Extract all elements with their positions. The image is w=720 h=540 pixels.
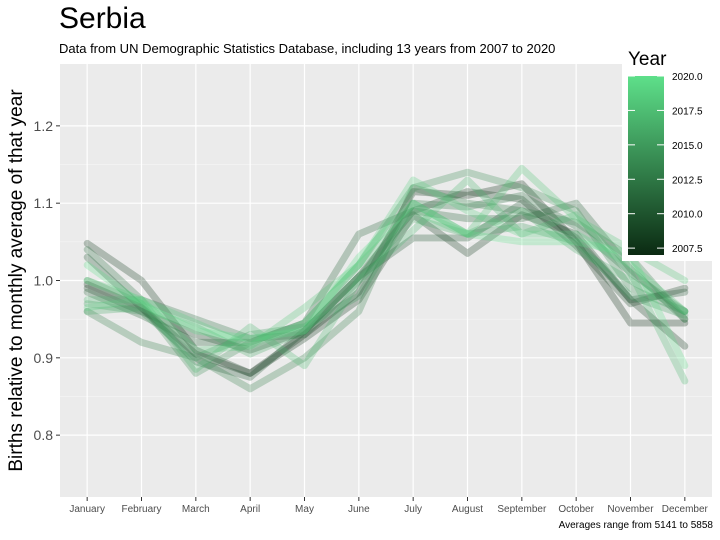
series-line-2013	[83, 184, 689, 393]
x-tick-label: February	[121, 504, 161, 515]
x-tick-label: October	[558, 504, 594, 515]
y-tick-label: 0.8	[34, 427, 54, 443]
legend-tick-label: 2020.0	[672, 72, 703, 83]
x-tick-label: March	[182, 504, 210, 515]
chart-caption: Averages range from 5141 to 5858	[558, 520, 713, 531]
series-line-2017	[83, 176, 689, 385]
x-tick-label: May	[295, 504, 314, 515]
legend-title: Year	[628, 49, 667, 70]
series-line-2011	[83, 199, 689, 346]
x-tick-label: April	[240, 504, 260, 515]
y-tick-label: 0.9	[34, 350, 54, 366]
x-tick-label: August	[452, 504, 483, 515]
legend-tick-label: 2015.0	[672, 141, 703, 152]
series-line-2018	[83, 164, 689, 354]
chart-title: Serbia	[59, 2, 146, 35]
legend-colorbar	[628, 76, 664, 255]
legend-tick-label: 2017.5	[672, 106, 703, 117]
y-axis-label: Births relative to monthly average of th…	[6, 89, 27, 472]
legend-tick-label: 2007.5	[672, 244, 703, 255]
y-tick-label: 1.1	[34, 195, 54, 211]
y-tick-label: 1.0	[34, 273, 54, 289]
series-line-2019	[83, 176, 689, 350]
legend-tick-label: 2010.0	[672, 210, 703, 221]
chart-subtitle: Data from UN Demographic Statistics Data…	[59, 41, 556, 56]
x-tick-label: June	[348, 504, 370, 515]
series-line-2015	[83, 199, 689, 362]
x-tick-label: July	[404, 504, 422, 515]
series-line-2020	[83, 199, 689, 370]
series-line-2012	[83, 191, 689, 342]
x-tick-label: September	[497, 504, 547, 515]
x-tick-label: January	[69, 504, 105, 515]
x-tick-label: December	[662, 504, 709, 515]
series-line-2016	[83, 207, 689, 358]
x-tick-label: November	[607, 504, 654, 515]
series-line-2009	[83, 188, 689, 354]
series-line-2010	[83, 199, 689, 381]
series-line-2007	[83, 180, 689, 377]
series-line-2014	[83, 168, 689, 377]
series-line-2008	[83, 211, 689, 377]
legend-tick-label: 2012.5	[672, 175, 703, 186]
y-tick-label: 1.2	[34, 118, 54, 134]
